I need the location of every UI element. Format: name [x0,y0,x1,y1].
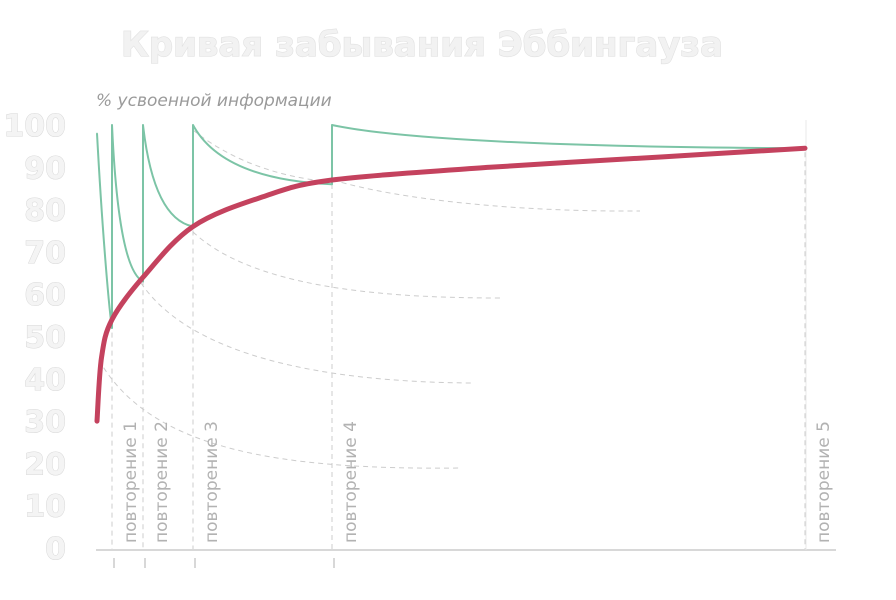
retention-point [96,420,98,423]
retention-curve-line [94,145,808,424]
forgetting-point [331,124,333,126]
repetition-labels-layer: повторение 1 повторение 2 повторение 3 повт… [121,421,834,543]
dashed-curves-layer [98,129,641,469]
y-tick-label: 30 [24,405,66,440]
y-tick-label: 100 [3,109,66,144]
repetition-label-5: повторение 5 [814,421,834,543]
repetition-markers-layer [111,152,806,550]
repetition-label-1: повторение 1 [121,421,141,543]
forgetting-curve-line [96,124,806,330]
forgetting-point [142,124,144,126]
y-tick-label: 90 [24,151,66,186]
y-tick-labels: 0 10 20 30 40 50 60 70 80 90 100 [3,109,67,568]
dashed-decay-curve-3 [192,231,501,299]
repetition-label-3: повторение 3 [202,421,222,543]
retention-point [261,195,264,198]
y-tick-label: 50 [24,321,66,356]
forgetting-point [192,124,194,126]
dashed-decay-curve-5 [192,129,334,183]
chart-title: Кривая забывания Эббингауза [121,25,723,65]
retention-point [488,166,491,169]
dashed-decay-curve-1 [98,359,461,469]
y-tick-label: 10 [24,490,66,525]
retention-point [100,356,103,359]
y-axis-label: % усвоенной информации [96,91,332,111]
axes-layer [96,120,836,568]
y-tick-label: 0 [45,532,66,567]
forgetting-point [331,183,333,186]
forgetting-point [111,327,113,329]
retention-point [111,318,113,321]
retention-point [331,178,333,181]
retention-point [804,147,806,150]
y-tick-label: 70 [24,236,66,271]
repetition-label-4: повторение 4 [341,421,361,543]
forgetting-point [96,132,98,135]
retention-point [192,225,194,228]
y-tick-label: 60 [24,278,66,313]
y-tick-label: 80 [24,194,66,229]
retention-point [142,276,144,279]
y-tick-label: 20 [24,447,66,482]
retention-point [663,155,666,158]
dashed-decay-curve-4 [332,179,641,212]
retention-series-layer [94,145,808,424]
y-tick-label: 40 [24,363,66,398]
forgetting-point [111,124,113,126]
dashed-decay-curve-2 [140,282,473,384]
repetition-label-2: повторение 2 [152,421,172,543]
